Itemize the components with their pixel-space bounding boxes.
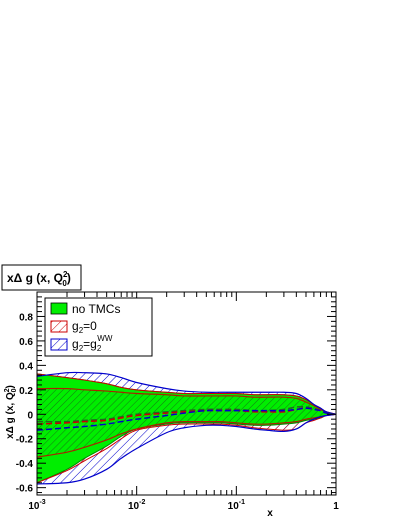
y-tick-label: 0.8	[19, 312, 33, 323]
legend-swatch-g2-ww	[50, 338, 68, 351]
x-tick-label: 10-3	[28, 499, 45, 512]
y-axis-tick-labels: 0.8 0.6 0.4 0.2 0 -0.2 -0.4 -0.6	[16, 312, 34, 494]
x-axis-tick-labels: 10-3 10-2 10-1 1	[28, 499, 339, 512]
x-tick-label: 10-2	[128, 499, 145, 512]
title-frame	[1, 264, 82, 291]
x-tick-label: 1	[333, 501, 339, 512]
x-tick-label: 10-1	[228, 499, 245, 512]
legend-label-g2-zero: g2=0	[72, 319, 97, 335]
legend-swatch-g2-zero	[50, 320, 68, 333]
y-tick-label: 0	[27, 410, 33, 421]
legend-swatch-no-tmcs	[50, 302, 68, 315]
edge-g2-zero-lower	[37, 413, 336, 484]
x-axis-ticks	[36, 292, 337, 495]
chart-title-box: xΔ g (x, Q2 0)	[1, 264, 82, 291]
edge-no-tmcs-inner-lower	[37, 413, 336, 458]
legend-item-g2-zero: g2=0	[50, 319, 97, 335]
series-lines	[37, 371, 336, 485]
legend: no TMCs g2=0 g2=g2WW	[44, 297, 153, 357]
y-tick-label: -0.4	[16, 459, 34, 470]
y-tick-label: -0.6	[16, 484, 34, 495]
legend-item-g2-ww: g2=g2WW	[50, 334, 113, 353]
legend-label-g2-ww: g2=g2WW	[72, 334, 113, 353]
y-tick-label: 0.4	[19, 361, 33, 372]
y-axis-title: xΔ g (x, Q20)	[4, 385, 18, 439]
central-no-tmcs	[37, 405, 336, 423]
y-tick-label: 0.6	[19, 337, 33, 348]
x-axis-title: x	[267, 508, 273, 519]
y-tick-label: 0.2	[19, 386, 33, 397]
legend-item-no-tmcs: no TMCs	[50, 302, 120, 316]
band-no-tmcs-inner	[37, 388, 336, 458]
edge-g2-ww-lower	[37, 413, 336, 485]
y-axis-ticks	[37, 296, 336, 494]
legend-label-no-tmcs: no TMCs	[72, 302, 120, 316]
series-bands	[37, 372, 336, 484]
edge-no-tmcs-inner-upper	[37, 387, 336, 415]
chart-title: xΔ g (x, Q2 0)	[7, 270, 71, 288]
central-g2-ww	[37, 407, 336, 431]
edge-g2-ww-upper	[37, 371, 336, 415]
y-tick-label: -0.2	[16, 435, 34, 446]
plot-frame	[36, 291, 337, 496]
